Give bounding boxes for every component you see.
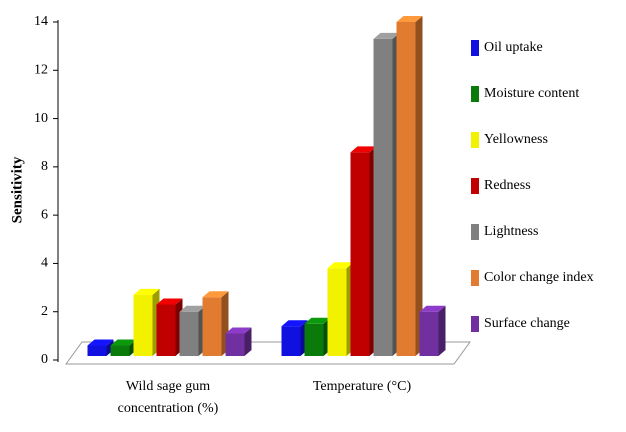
y-tick-label: 2: [41, 304, 48, 319]
legend-label: Color change index: [484, 270, 594, 285]
bar-top: [281, 320, 308, 327]
bar-top: [350, 146, 377, 153]
bar: [373, 38, 393, 357]
bar: [202, 297, 222, 356]
legend-marker: [471, 270, 479, 286]
bar: [281, 326, 301, 356]
bar-top: [396, 16, 423, 22]
bar-top: [304, 317, 331, 324]
legend-label: Moisture content: [484, 86, 579, 101]
bar: [350, 152, 370, 356]
bar: [156, 304, 176, 356]
y-tick-label: 4: [41, 256, 48, 271]
y-tick-label: 0: [41, 352, 48, 367]
bar: [225, 333, 245, 356]
y-tick-label: 8: [41, 159, 48, 174]
y-axis-label: Sensitivity: [9, 156, 25, 223]
legend-marker: [471, 40, 479, 56]
bar-side: [244, 327, 252, 356]
bar: [110, 345, 130, 356]
bar-top: [87, 339, 114, 346]
bar-top: [179, 305, 206, 312]
legend-marker: [471, 86, 479, 102]
bar: [327, 268, 347, 356]
bar: [179, 311, 199, 356]
legend-label: Yellowness: [484, 132, 548, 147]
x-tick-label: Wild sage gum concentration (%): [117, 379, 219, 416]
bar-top: [110, 339, 137, 346]
legend-marker: [471, 178, 479, 194]
y-tick-label: 10: [34, 111, 48, 126]
legend-label: Redness: [484, 178, 531, 193]
x-tick-label: Temperature (°C): [312, 379, 412, 394]
y-tick-label: 6: [41, 207, 48, 222]
legend-marker: [471, 132, 479, 148]
bar: [87, 345, 107, 356]
bar-top: [327, 262, 354, 269]
bar-top: [156, 298, 183, 305]
legend-marker: [471, 224, 479, 240]
legend-label: Oil uptake: [484, 40, 543, 55]
y-tick-label: 14: [34, 14, 48, 29]
bar: [419, 311, 439, 356]
bar-top: [225, 327, 252, 334]
bar-side: [438, 305, 446, 356]
bar-top: [202, 291, 229, 298]
bar-side: [415, 16, 423, 356]
bar: [133, 294, 153, 356]
legend-label: Lightness: [484, 224, 538, 239]
legend-label: Surface change: [484, 316, 570, 331]
y-tick-label: 12: [34, 63, 48, 78]
bar: [304, 323, 324, 356]
bar: [396, 22, 416, 356]
legend-marker: [471, 316, 479, 332]
bar-top: [133, 288, 160, 295]
bar-top: [419, 305, 446, 312]
bar-side: [106, 339, 114, 356]
bar-top: [373, 32, 400, 39]
